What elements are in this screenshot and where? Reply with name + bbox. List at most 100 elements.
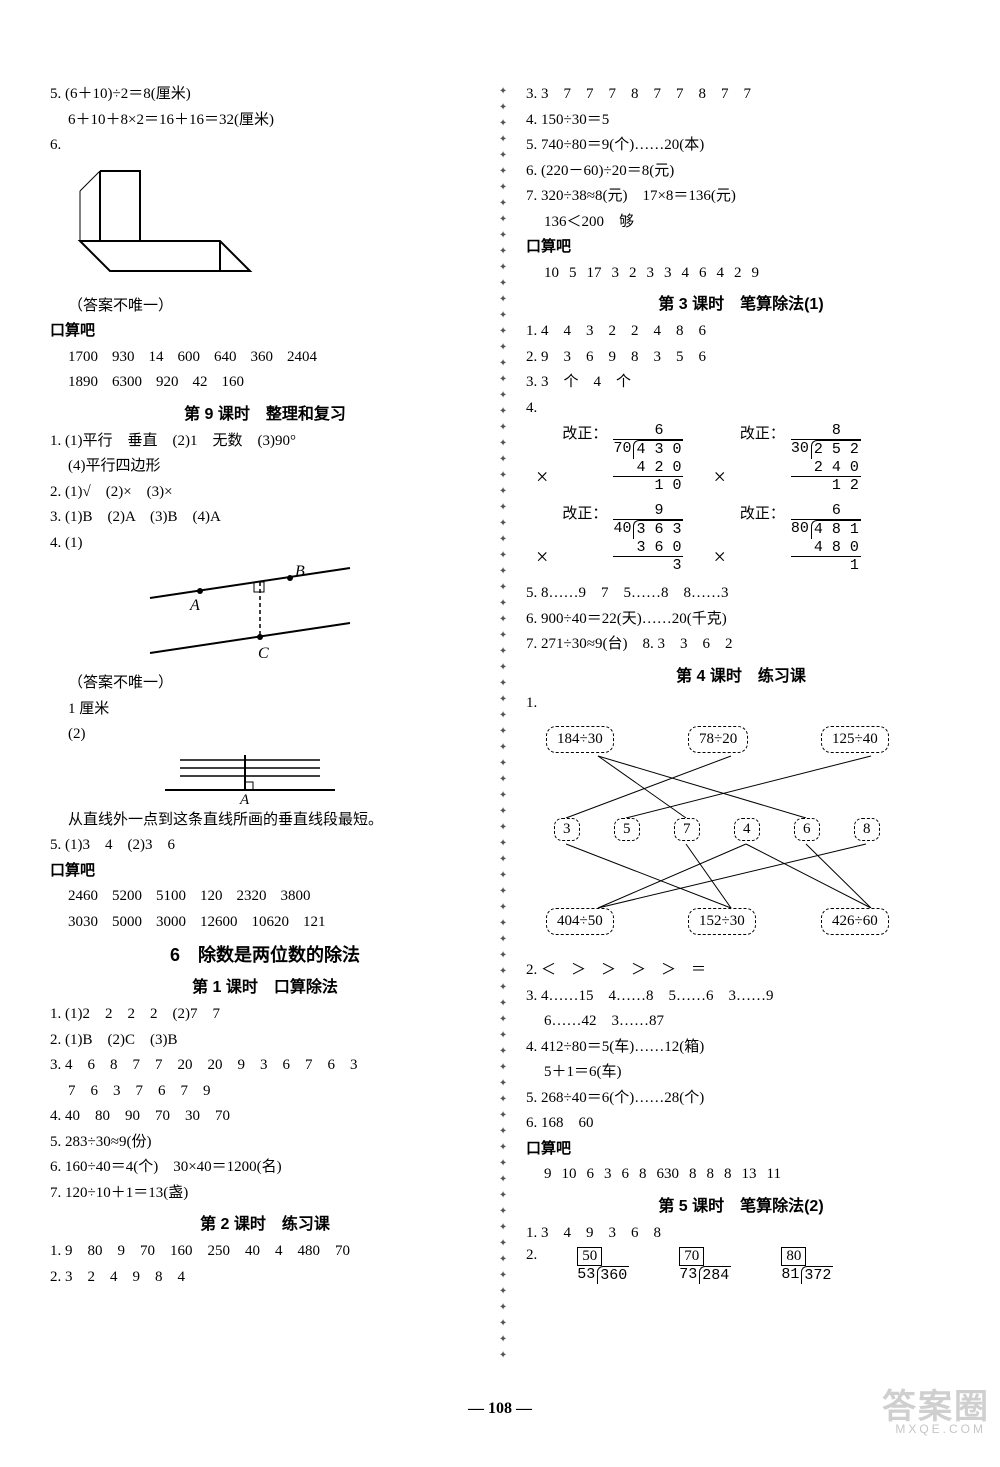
long-division: 6 704 3 04 2 01 0 [613,422,683,494]
section-header: 第 9 课时 整理和复习 [40,400,490,424]
number-cell: 5200 [112,885,142,908]
text-line: 从直线外一点到这条直线所画的垂直线段最短。 [68,809,480,832]
text-line: 5. (1)3 4 (2)3 6 [50,834,490,857]
text-line: 5. 283÷30≈9(份) [50,1131,490,1154]
number-row: 10517323346429 [544,262,966,285]
correction-label: 改正： [740,502,785,523]
match-box: 8 [854,818,880,841]
svg-text:B: B [295,563,305,580]
text-line: 3. 4……15 4……8 5……6 3……9 [526,985,966,1008]
number-cell: 2320 [237,885,267,908]
number-cell: 17 [587,262,602,285]
text-line: 6. (220－60)÷20＝8(元) [526,160,966,183]
number-cell: 3 [647,262,655,285]
number-cell: 10620 [252,911,290,934]
text-line: 1. 4 4 3 2 2 4 8 6 [526,320,966,343]
subheading-kousuan: 口算吧 [50,860,490,883]
text-line: 4. [526,397,966,420]
subheading-kousuan: 口算吧 [50,320,490,343]
section-header: 第 3 课时 笔算除法(1) [516,290,966,314]
text-line: 3. 3 7 7 7 8 7 7 8 7 7 [526,83,966,106]
text-line: 1. [526,692,966,715]
match-box: 4 [734,818,760,841]
section-header: 第 4 课时 练习课 [516,662,966,686]
number-cell: 3030 [68,911,98,934]
long-division: 6 804 8 14 8 01 [791,502,861,574]
number-cell: 640 [214,346,237,369]
long-division: 7073284 [679,1247,731,1284]
left-column: 5. (6＋10)÷2＝8(厘米) 6＋10＋8×2＝16＋16＝32(厘米) … [40,80,490,1364]
number-cell: 4 [682,262,690,285]
item-number: 2. [526,1247,537,1264]
match-box: 7 [674,818,700,841]
number-row: 3030500030001260010620121 [68,911,490,934]
text-line: (2) [68,723,490,746]
text-line: 6. 160÷40＝4(个) 30×40＝1200(名) [50,1156,490,1179]
figure-perpendicular: A [160,750,490,805]
match-box: 78÷20 [688,726,748,753]
text-line: 7 6 3 7 6 7 9 [68,1080,490,1103]
number-cell: 360 [251,346,274,369]
number-cell: 9 [752,262,760,285]
chapter-header: 6 除数是两位数的除法 [40,941,490,967]
text-line: 7. 320÷38≈8(元) 17×8＝136(元) [526,185,966,208]
page-number: — 108 — [0,1394,1000,1438]
number-cell: 14 [149,346,164,369]
number-cell: 2404 [287,346,317,369]
number-cell: 3 [612,262,620,285]
text-line: 4. 150÷30＝5 [526,109,966,132]
text-line: 4. 40 80 90 70 30 70 [50,1105,490,1128]
match-box: 184÷30 [546,726,614,753]
match-box: 404÷50 [546,908,614,935]
number-cell: 5000 [112,911,142,934]
number-cell: 3 [604,1163,612,1186]
text-line: 1. (1)2 2 2 2 (2)7 7 [50,1003,490,1026]
match-box: 152÷30 [688,908,756,935]
number-cell: 121 [303,911,326,934]
wrong-mark: × [713,544,725,570]
match-box: 6 [794,818,820,841]
number-cell: 5100 [156,885,186,908]
number-cell: 630 [657,1163,680,1186]
number-cell: 6 [587,1163,595,1186]
number-cell: 600 [178,346,201,369]
number-cell: 6300 [112,371,142,394]
number-row: 1890630092042160 [68,371,490,394]
number-cell: 6 [699,262,707,285]
section-header: 第 5 课时 笔算除法(2) [516,1192,966,1216]
text-line: 3. 4 6 8 7 7 20 20 9 3 6 7 6 3 [50,1054,490,1077]
match-box: 426÷60 [821,908,889,935]
figure-parallel-lines: A B C [140,558,490,668]
wrong-mark: × [713,464,725,490]
wrong-mark: × [536,464,548,490]
number-cell: 8 [639,1163,647,1186]
number-cell: 12600 [200,911,238,934]
number-cell: 13 [742,1163,757,1186]
long-division-row-2: 2. 505336070732848081372 [526,1247,966,1284]
number-cell: 930 [112,346,135,369]
figure-note: （答案不唯一） [68,672,490,695]
long-division: 8 302 5 22 4 01 2 [791,422,861,494]
text-line: 5＋1＝6(车) [544,1061,966,1084]
text-line: 7. 120÷10＋1＝13(盏) [50,1182,490,1205]
text-line: 5. 8……9 7 5……8 8……3 [526,582,966,605]
matching-diagram: 184÷30 78÷20 125÷40 3 5 7 4 6 8 404÷50 1… [516,716,956,956]
figure-note: （答案不唯一） [68,295,490,318]
match-box: 5 [614,818,640,841]
text-line: 5. 268÷40＝6(个)……28(个) [526,1087,966,1110]
number-cell: 8 [724,1163,732,1186]
svg-text:C: C [258,645,269,662]
correction-label: 改正： [562,502,607,523]
text-line: 1 厘米 [68,698,490,721]
number-row: 24605200510012023203800 [68,885,490,908]
watermark: 答案圈 [882,1379,990,1428]
svg-text:A: A [189,597,200,614]
number-cell: 1890 [68,371,98,394]
correction-label: 改正： [562,422,607,443]
number-cell: 11 [767,1163,781,1186]
number-cell: 160 [222,371,245,394]
text-line: 4. (1) [50,532,490,555]
number-cell: 2 [629,262,637,285]
text-line: 3. 3 个 4 个 [526,371,966,394]
text-line: 6……42 3……87 [544,1010,966,1033]
